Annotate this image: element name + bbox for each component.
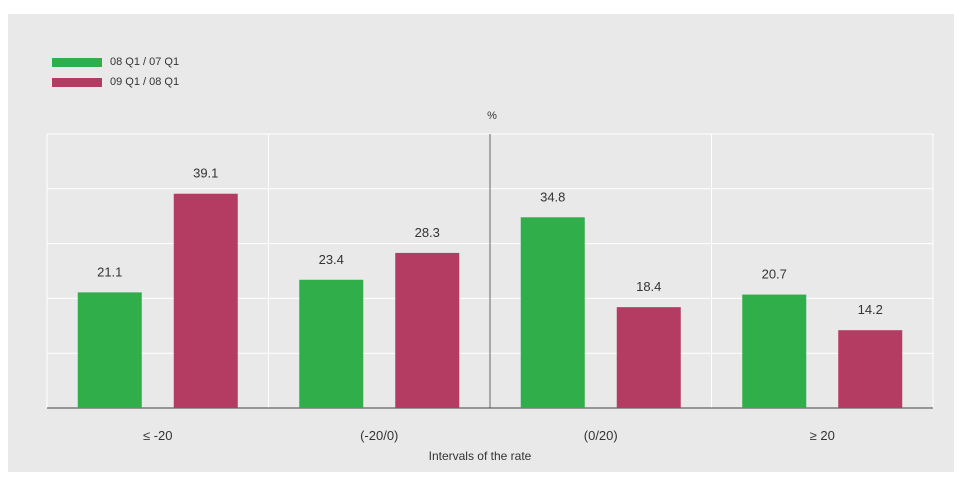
- bar-series-2-3: [616, 307, 681, 408]
- value-label-series-2-4: 14.2: [858, 302, 883, 317]
- legend-swatch-series-1: [52, 57, 102, 67]
- legend: 08 Q1 / 07 Q1 09 Q1 / 08 Q1: [52, 52, 179, 92]
- bar-series-1-2: [299, 279, 364, 408]
- x-axis-title: Intervals of the rate: [429, 449, 532, 463]
- bar-series-2-4: [838, 330, 903, 408]
- category-label-3: (0/20): [584, 428, 618, 443]
- value-label-series-2-3: 18.4: [636, 279, 661, 294]
- value-label-series-1-3: 34.8: [540, 189, 565, 204]
- bar-series-1-4: [742, 294, 807, 408]
- value-label-series-1-1: 21.1: [97, 264, 122, 279]
- value-label-series-1-2: 23.4: [319, 252, 344, 267]
- value-label-series-1-4: 20.7: [762, 267, 787, 282]
- category-labels: ≤ -20 (-20/0) (0/20) ≥ 20: [143, 428, 835, 443]
- grid-lines: [46, 133, 934, 409]
- legend-item-series-1: 08 Q1 / 07 Q1: [52, 52, 179, 72]
- value-labels: 21.1 39.1 23.4 28.3 34.8 18.4 20.7 14.2: [97, 166, 883, 317]
- legend-label-series-1: 08 Q1 / 07 Q1: [110, 56, 180, 68]
- category-label-2: (-20/0): [360, 428, 398, 443]
- legend-item-series-2: 09 Q1 / 08 Q1: [52, 72, 179, 92]
- legend-swatch-series-2: [52, 77, 102, 87]
- bars: [77, 193, 903, 408]
- bar-series-1-3: [520, 217, 585, 408]
- legend-label-series-2: 09 Q1 / 08 Q1: [110, 76, 180, 88]
- value-label-series-2-1: 39.1: [193, 166, 218, 181]
- bar-series-1-1: [77, 292, 142, 408]
- unit-label: %: [487, 110, 497, 122]
- category-label-4: ≥ 20: [810, 428, 835, 443]
- bar-series-2-1: [173, 193, 238, 408]
- value-label-series-2-2: 28.3: [415, 225, 440, 240]
- bar-series-2-2: [395, 252, 460, 408]
- category-label-1: ≤ -20: [143, 428, 173, 443]
